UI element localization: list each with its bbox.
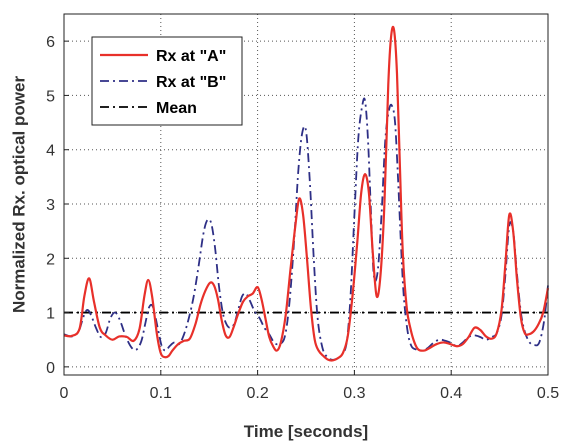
x-tick-label: 0.3 [343,385,365,402]
legend: Rx at "A" Rx at "B" Mean [91,36,243,126]
series-line-0 [63,25,550,362]
x-tick-label: 0 [60,385,69,402]
y-tick-label: 4 [46,143,55,160]
y-tick-label: 2 [46,251,55,268]
series-layer [63,25,550,362]
x-tick-label: 0.2 [246,385,268,402]
y-tick-label: 0 [46,360,55,377]
axis-ticks: 0 0.1 0.2 0.3 0.4 0.5 0 1 2 3 4 5 6 [46,34,559,402]
plot-frame [63,13,549,376]
x-tick-label: 0.5 [537,385,559,402]
legend-box [91,36,243,126]
x-tick-label: 0.4 [440,385,462,402]
legend-label: Mean [156,100,197,117]
y-tick-label: 5 [46,88,55,105]
legend-label: Rx at "A" [156,48,226,65]
x-tick-label: 0.1 [150,385,172,402]
x-axis-label: Time [seconds] [244,422,368,441]
y-tick-label: 6 [46,34,55,51]
y-tick-label: 3 [46,197,55,214]
series-line-1 [63,97,549,361]
legend-label: Rx at "B" [156,74,226,91]
y-tick-label: 1 [46,306,55,323]
y-axis-label: Normalized Rx. optical power [9,76,28,313]
